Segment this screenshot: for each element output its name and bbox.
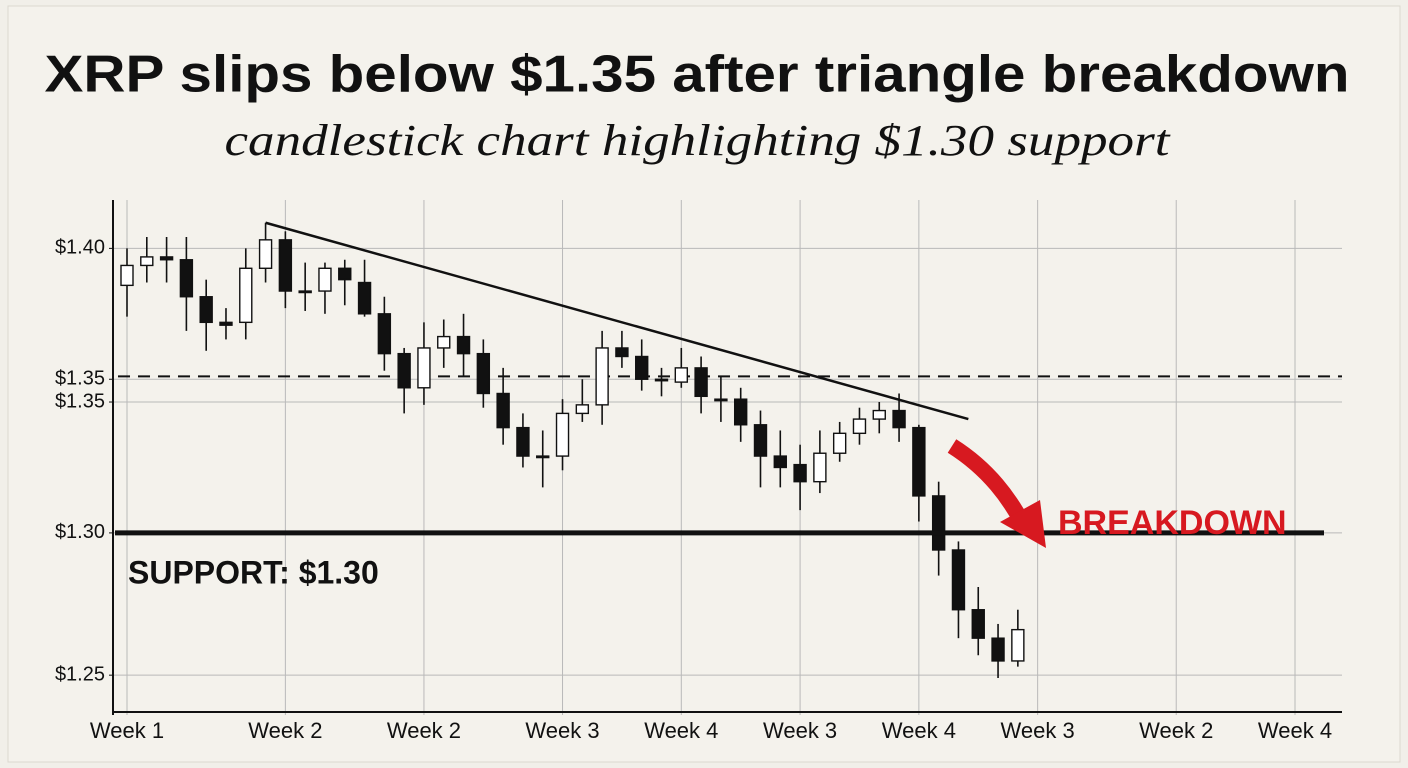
x-tick-label: Week 2 xyxy=(248,718,322,743)
candle-body xyxy=(219,321,233,326)
candle-body xyxy=(318,267,332,292)
candle-body xyxy=(951,549,966,611)
candle-body xyxy=(615,347,629,358)
candle-body xyxy=(140,256,154,267)
candle-body xyxy=(516,426,530,457)
candle-body xyxy=(892,409,906,429)
x-tick-label: Week 4 xyxy=(1258,718,1332,743)
candle-body xyxy=(1011,628,1025,662)
candle-body xyxy=(635,355,649,380)
candle-body xyxy=(813,452,827,483)
candle-body xyxy=(437,335,451,349)
candle-body xyxy=(595,347,609,406)
x-tick-label: Week 2 xyxy=(387,718,461,743)
x-tick-label: Week 3 xyxy=(1001,718,1075,743)
candle-body xyxy=(338,267,352,281)
x-tick-label: Week 3 xyxy=(763,718,837,743)
x-tick-label: Week 1 xyxy=(90,718,164,743)
candle-body xyxy=(832,432,847,454)
candle-body xyxy=(793,463,807,483)
candle-body xyxy=(714,398,728,402)
candle-body xyxy=(931,495,946,551)
y-tick-label: $1.35 xyxy=(55,390,105,412)
candle-body xyxy=(575,404,590,415)
candle-body xyxy=(852,418,867,435)
candle-body xyxy=(417,347,431,389)
candle-body xyxy=(159,256,174,261)
candle-body xyxy=(239,267,253,324)
trendline xyxy=(265,221,969,421)
x-tick-label: Week 4 xyxy=(882,718,956,743)
breakdown-label: BREAKDOWN xyxy=(1058,504,1287,542)
x-tick-label: Week 3 xyxy=(525,718,599,743)
candle-body xyxy=(476,352,491,395)
candle-body xyxy=(258,239,273,269)
candle-body xyxy=(872,409,886,420)
candle-body xyxy=(555,412,570,457)
plot-area: Week 1 Week 2 Week 2 Week 3 Week 4 Week 3 Week… xyxy=(55,200,1342,743)
candle-body xyxy=(397,352,411,389)
candle-body xyxy=(120,264,134,287)
chart-subtitle: candlestick chart highlighting $1.30 sup… xyxy=(225,116,1172,165)
y-tick-label: $1.40 xyxy=(55,237,105,259)
y-tick-label: $1.30 xyxy=(55,521,105,543)
candle-body xyxy=(971,609,985,639)
candle-body xyxy=(991,637,1005,662)
chart-title: XRP slips below $1.35 after triangle bre… xyxy=(45,46,1350,104)
y-tick-label: $1.25 xyxy=(55,663,105,685)
candle-body xyxy=(456,335,471,355)
candle-body xyxy=(357,281,372,315)
candle-body xyxy=(496,392,510,429)
candle-body xyxy=(278,239,293,292)
x-tick-label: Week 4 xyxy=(644,718,718,743)
candle-body xyxy=(377,313,392,355)
candle-body xyxy=(694,367,708,398)
candle-body xyxy=(674,367,689,383)
support-label: SUPPORT: $1.30 xyxy=(128,554,379,590)
candle-body xyxy=(773,455,787,469)
breakdown-arrowhead xyxy=(1000,500,1046,548)
candle-body xyxy=(298,290,312,294)
candle-body xyxy=(179,259,194,298)
candle-body xyxy=(733,398,748,426)
candle-body xyxy=(912,426,926,497)
x-tick-label: Week 2 xyxy=(1139,718,1213,743)
candle-body xyxy=(199,296,213,324)
candle-body xyxy=(536,455,550,459)
candle-body xyxy=(654,378,669,382)
candle-body xyxy=(753,424,768,457)
y-tick-label: $1.35 xyxy=(55,368,105,390)
